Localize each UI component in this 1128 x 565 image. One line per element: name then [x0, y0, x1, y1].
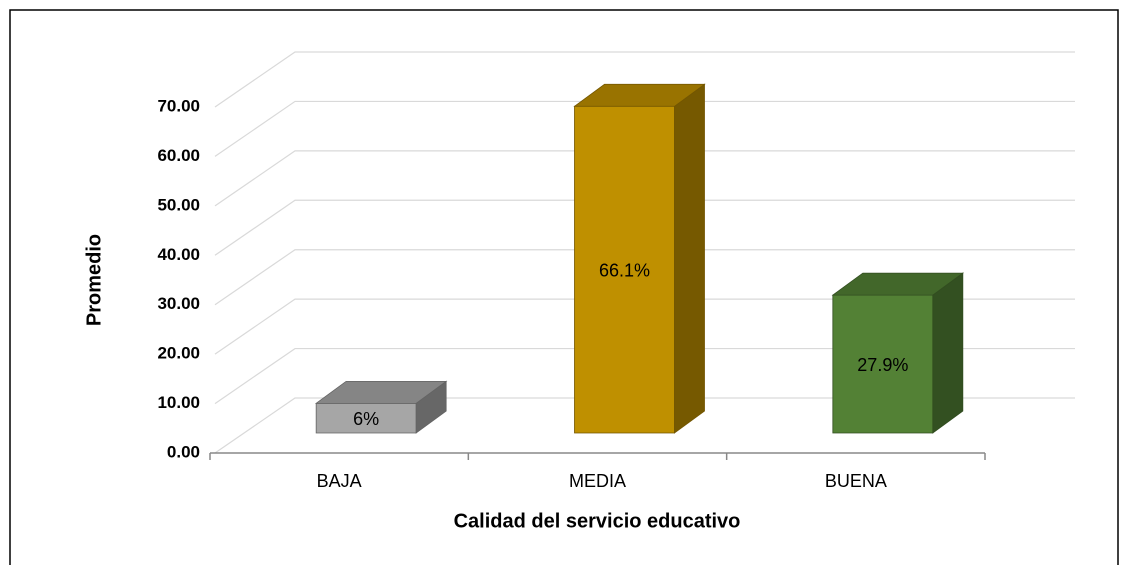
- y-tick-label: 0.00: [167, 442, 200, 461]
- y-tick-label: 30.00: [157, 294, 200, 313]
- bar-side: [674, 83, 705, 434]
- bar: [573, 83, 706, 434]
- bar: [314, 380, 448, 434]
- grid-line: [214, 51, 1075, 108]
- y-tick-label: 50.00: [157, 195, 200, 214]
- x-tick-label: MEDIA: [569, 471, 626, 491]
- data-label: 66.1%: [599, 260, 650, 280]
- x-tick-label: BUENA: [825, 471, 887, 491]
- bar-top: [573, 83, 706, 107]
- y-tick-label: 40.00: [157, 245, 200, 264]
- grid-line: [214, 100, 1075, 157]
- y-tick-label: 20.00: [157, 344, 200, 363]
- bar-side: [932, 272, 964, 434]
- grid-line: [214, 347, 1075, 405]
- y-tick-label: 60.00: [157, 146, 200, 165]
- x-tick-label: BAJA: [317, 471, 362, 491]
- y-axis-label: Promedio: [83, 234, 105, 326]
- x-axis-label: Calidad del servicio educativo: [454, 510, 741, 532]
- bar-top: [831, 272, 965, 296]
- grid-line: [214, 298, 1075, 355]
- grid-line: [214, 150, 1075, 207]
- grid-line: [214, 249, 1075, 306]
- bar: [831, 272, 965, 434]
- data-label: 27.9%: [857, 355, 908, 375]
- y-tick-label: 10.00: [157, 393, 200, 412]
- grid-line: [214, 199, 1075, 256]
- y-tick-label: 70.00: [157, 96, 200, 115]
- data-label: 6%: [353, 409, 379, 429]
- bar-top: [314, 380, 448, 404]
- grid-line: [214, 397, 1075, 454]
